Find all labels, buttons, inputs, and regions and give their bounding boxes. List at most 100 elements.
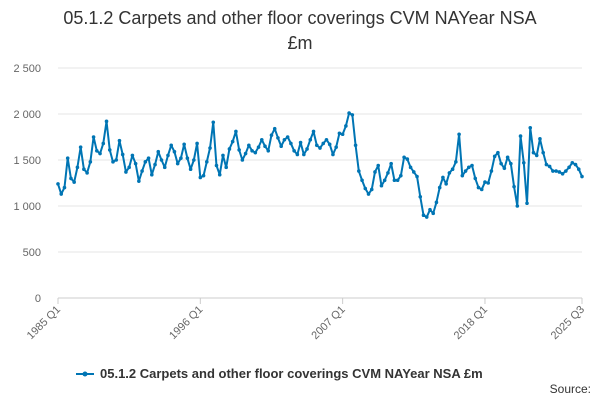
data-point[interactable] [392, 178, 397, 183]
data-point[interactable] [98, 151, 102, 156]
data-point[interactable] [221, 153, 225, 158]
data-point[interactable] [198, 175, 203, 180]
data-point[interactable] [460, 173, 465, 178]
data-point[interactable] [421, 213, 426, 217]
data-point[interactable] [289, 141, 293, 146]
data-point[interactable] [311, 129, 316, 134]
data-point[interactable] [502, 166, 507, 171]
data-point[interactable] [201, 173, 206, 178]
data-point[interactable] [479, 187, 484, 192]
data-point[interactable] [224, 165, 228, 170]
data-point[interactable] [486, 181, 491, 185]
data-point[interactable] [444, 182, 448, 186]
data-point[interactable] [483, 180, 487, 184]
data-point[interactable] [88, 160, 93, 164]
data-point[interactable] [386, 171, 390, 175]
data-point[interactable] [447, 171, 452, 175]
data-point[interactable] [321, 141, 326, 146]
data-point[interactable] [114, 158, 119, 162]
data-point[interactable] [382, 178, 387, 183]
data-point[interactable] [285, 135, 290, 139]
data-point[interactable] [292, 149, 296, 153]
data-point[interactable] [560, 172, 565, 176]
data-point[interactable] [366, 192, 371, 196]
data-point[interactable] [240, 158, 245, 162]
data-point[interactable] [234, 129, 238, 134]
data-point[interactable] [337, 131, 342, 136]
data-point[interactable] [298, 140, 303, 145]
data-point[interactable] [347, 111, 351, 115]
data-point[interactable] [521, 160, 526, 165]
data-point[interactable] [188, 167, 193, 171]
data-point[interactable] [376, 163, 381, 168]
data-point[interactable] [525, 201, 529, 206]
data-point[interactable] [227, 147, 232, 151]
data-point[interactable] [62, 185, 67, 190]
data-point[interactable] [476, 185, 481, 190]
data-point[interactable] [153, 162, 157, 167]
data-point[interactable] [279, 144, 283, 148]
data-point[interactable] [489, 169, 494, 173]
data-point[interactable] [324, 137, 329, 142]
data-point[interactable] [302, 152, 306, 157]
data-point[interactable] [441, 175, 445, 180]
data-point[interactable] [133, 161, 138, 166]
data-point[interactable] [373, 170, 377, 174]
data-point[interactable] [250, 149, 254, 153]
data-point[interactable] [137, 179, 141, 183]
data-point[interactable] [499, 161, 503, 166]
data-point[interactable] [75, 165, 80, 170]
data-point[interactable] [56, 182, 60, 186]
data-point[interactable] [314, 143, 319, 148]
data-point[interactable] [166, 153, 170, 158]
data-point[interactable] [101, 141, 106, 146]
data-point[interactable] [124, 170, 128, 174]
data-point[interactable] [259, 137, 264, 142]
data-point[interactable] [172, 149, 177, 154]
data-point[interactable] [169, 143, 174, 148]
data-point[interactable] [570, 160, 575, 165]
data-point[interactable] [538, 137, 542, 141]
data-point[interactable] [379, 183, 384, 188]
data-point[interactable] [192, 158, 196, 162]
data-point[interactable] [175, 161, 180, 166]
data-point[interactable] [399, 173, 403, 178]
data-point[interactable] [544, 162, 549, 167]
data-point[interactable] [463, 169, 468, 173]
data-point[interactable] [395, 178, 400, 183]
data-point[interactable] [318, 146, 322, 150]
data-point[interactable] [557, 170, 562, 174]
data-point[interactable] [437, 185, 442, 190]
data-point[interactable] [541, 150, 545, 155]
series-line-group[interactable] [56, 111, 584, 219]
data-point[interactable] [72, 180, 76, 184]
data-point[interactable] [256, 145, 261, 149]
data-point[interactable] [357, 169, 361, 173]
data-point[interactable] [230, 139, 235, 144]
data-point[interactable] [402, 155, 406, 160]
data-point[interactable] [567, 165, 571, 170]
data-point[interactable] [434, 200, 439, 205]
data-point[interactable] [412, 170, 416, 174]
data-point[interactable] [269, 133, 274, 137]
data-point[interactable] [350, 113, 355, 117]
data-point[interactable] [496, 150, 500, 155]
data-point[interactable] [331, 152, 335, 157]
data-point[interactable] [156, 149, 161, 154]
data-point[interactable] [547, 164, 552, 169]
data-point[interactable] [204, 160, 209, 164]
data-point[interactable] [150, 172, 154, 177]
data-point[interactable] [531, 150, 536, 155]
data-point[interactable] [470, 163, 474, 168]
data-point[interactable] [564, 169, 568, 173]
data-point[interactable] [363, 186, 368, 191]
data-point[interactable] [85, 171, 89, 175]
data-point[interactable] [344, 124, 348, 128]
data-point[interactable] [127, 165, 131, 170]
data-point[interactable] [276, 136, 280, 140]
data-point[interactable] [518, 134, 523, 138]
data-point[interactable] [117, 138, 122, 143]
data-point[interactable] [305, 147, 309, 151]
data-point[interactable] [247, 143, 251, 148]
data-point[interactable] [369, 187, 374, 192]
